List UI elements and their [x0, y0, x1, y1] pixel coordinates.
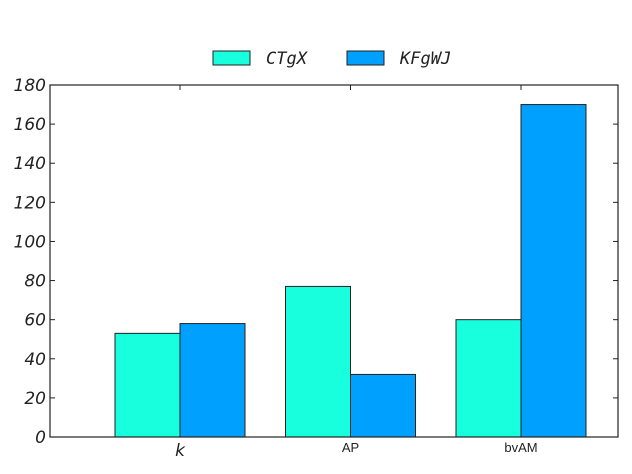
y-tick-label: 140	[14, 154, 46, 174]
x-tick-label: bvAM	[504, 440, 537, 455]
x-axis: k AP bvAM	[175, 85, 538, 461]
plot-frame	[49, 84, 619, 438]
bar-KFgWJ-bvAM	[520, 104, 587, 438]
legend-label: CTgX	[266, 49, 309, 69]
y-tick-label: 100	[14, 232, 46, 252]
legend: CTgX KFgWJ	[212, 49, 451, 69]
x-tick-label: AP	[342, 440, 359, 455]
y-axis: 0 20 40 60 80 100 120 140 160 180	[14, 76, 618, 448]
legend-label: KFgWJ	[399, 49, 451, 69]
legend-swatch	[346, 50, 385, 66]
bar-CTgX-AP	[285, 285, 351, 438]
y-tick-label: 60	[24, 311, 46, 331]
y-tick-label: 120	[14, 193, 46, 213]
bar-CTgX-bvAM	[455, 319, 522, 438]
y-tick-label: 80	[24, 272, 46, 292]
bar-CTgX-k	[114, 332, 181, 438]
y-tick-label: 160	[14, 115, 46, 135]
y-tick-label: 20	[24, 389, 46, 409]
y-tick-label: 0	[35, 428, 46, 448]
bar-KFgWJ-k	[179, 323, 246, 438]
y-tick-label: 40	[24, 350, 46, 370]
bar-KFgWJ-AP	[350, 373, 416, 438]
x-tick-label: k	[175, 441, 186, 461]
legend-swatch	[212, 50, 251, 66]
plot-area	[114, 104, 587, 438]
y-tick-label: 180	[14, 76, 46, 96]
